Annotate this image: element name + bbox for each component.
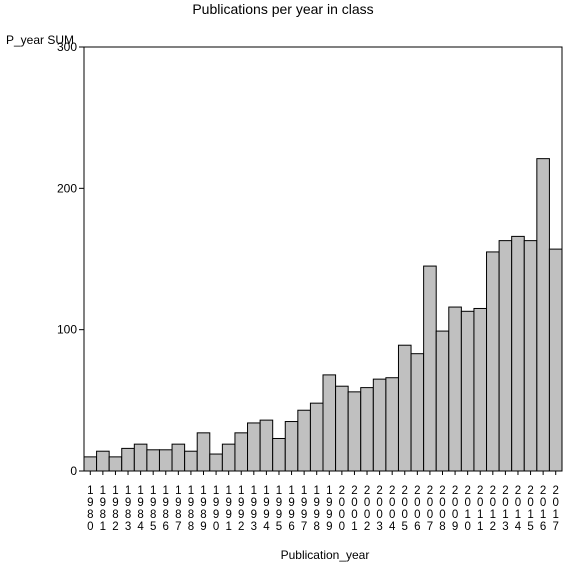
bar-1998 bbox=[309, 402, 324, 472]
bar-2006 bbox=[410, 353, 425, 472]
bar-1984 bbox=[133, 443, 148, 472]
bar-1989 bbox=[196, 432, 211, 472]
bar-1994 bbox=[259, 419, 274, 472]
bar-1980 bbox=[83, 456, 98, 472]
bar-1981 bbox=[96, 450, 110, 472]
bar-1988 bbox=[184, 450, 198, 472]
bar-1995 bbox=[272, 437, 286, 472]
y-axis-ticks: 0 100 200 300 bbox=[57, 40, 84, 478]
y-tick-label: 100 bbox=[57, 323, 77, 337]
bar-1991 bbox=[221, 443, 236, 472]
plot-frame bbox=[83, 46, 563, 472]
bar-1987 bbox=[171, 443, 186, 472]
bar-2001 bbox=[347, 391, 362, 472]
bar-2014 bbox=[511, 235, 525, 472]
bar-2005 bbox=[397, 344, 412, 472]
bar-1999 bbox=[322, 374, 337, 472]
bar-1996 bbox=[284, 421, 299, 472]
bar-1982 bbox=[108, 456, 123, 472]
bar-2016 bbox=[536, 158, 550, 472]
bar-1983 bbox=[121, 447, 135, 472]
x-axis-ticks: 1 9 8 0 1 9 8 1 1 9 8 2 1 9 8 3 1 9 8 4 1 9 8 5 1 9 8 6 1 9 8 7 1 9 8 8 1 9 8 9… bbox=[87, 471, 559, 533]
bar-2003 bbox=[372, 378, 387, 472]
bars-group bbox=[83, 158, 563, 472]
bar-2015 bbox=[523, 240, 538, 472]
bar-2004 bbox=[385, 377, 399, 472]
bar-2009 bbox=[448, 306, 462, 472]
y-tick-label: 200 bbox=[57, 181, 77, 195]
x-axis-label: Publication_year bbox=[281, 548, 370, 562]
bar-1993 bbox=[247, 422, 261, 472]
bar-2017 bbox=[548, 248, 563, 472]
y-tick-label: 0 bbox=[70, 464, 77, 478]
y-axis-label: P_year SUM bbox=[6, 33, 74, 47]
bar-2007 bbox=[423, 265, 437, 472]
bar-2000 bbox=[335, 385, 349, 472]
y-tick-label: 300 bbox=[57, 40, 77, 54]
bar-1985 bbox=[146, 449, 160, 472]
bar-1992 bbox=[234, 432, 249, 472]
bar-2011 bbox=[473, 307, 488, 472]
bar-2010 bbox=[460, 310, 475, 472]
bar-2012 bbox=[486, 251, 500, 472]
bar-1990 bbox=[209, 453, 223, 472]
bar-1986 bbox=[158, 449, 173, 472]
bar-2008 bbox=[435, 330, 450, 472]
bar-2002 bbox=[360, 387, 374, 472]
bar-2013 bbox=[498, 240, 513, 472]
bar-1997 bbox=[297, 409, 311, 472]
chart-title: Publications per year in class bbox=[192, 1, 373, 17]
